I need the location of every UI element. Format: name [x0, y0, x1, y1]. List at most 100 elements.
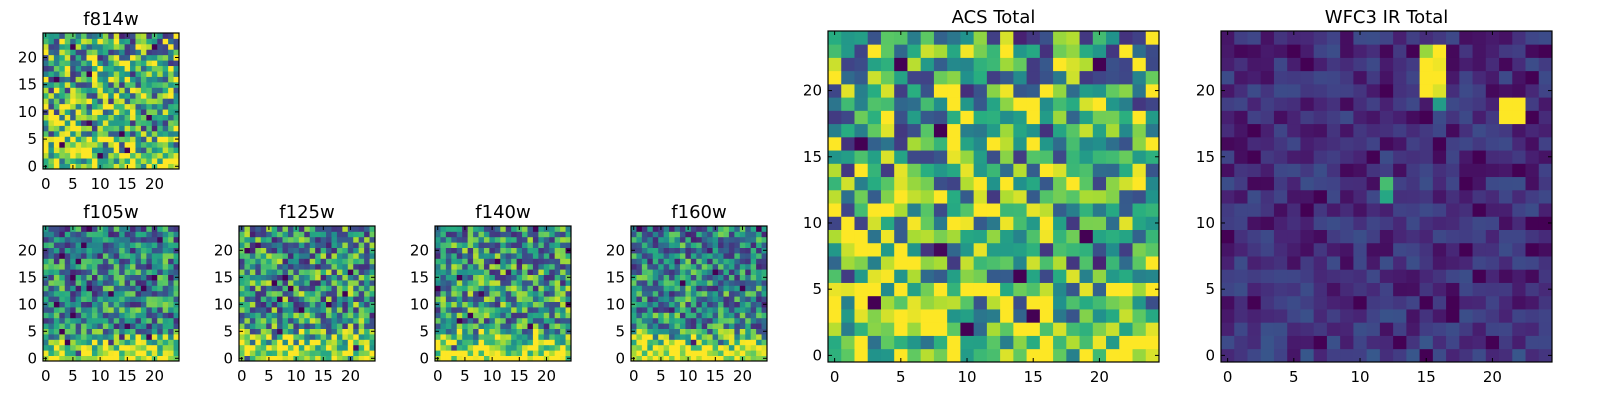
heatmap-cell — [986, 163, 1001, 178]
heatmap-cell — [86, 236, 93, 243]
heatmap-cell — [168, 263, 174, 270]
heatmap-cell — [1053, 203, 1067, 217]
heatmap-cell — [527, 296, 534, 302]
heatmap-cell — [894, 44, 908, 58]
heatmap-cell — [867, 31, 882, 45]
heatmap-cell — [249, 247, 256, 254]
heatmap-cell — [696, 344, 703, 351]
heatmap-cell — [1013, 282, 1027, 297]
heatmap-cell — [130, 163, 136, 170]
heatmap-cell — [560, 334, 566, 340]
heatmap-cell — [59, 87, 66, 94]
heatmap-cell — [543, 296, 550, 302]
heatmap-cell — [347, 350, 354, 356]
heatmap-cell — [81, 33, 87, 39]
heatmap-cell — [146, 285, 153, 292]
heatmap-cell — [108, 242, 115, 248]
heatmap-cell — [1340, 70, 1354, 85]
heatmap-cell — [124, 136, 131, 143]
heatmap-cell — [527, 328, 534, 335]
heatmap-cell — [260, 355, 267, 362]
heatmap-cell — [494, 236, 501, 243]
heatmap-cell — [48, 285, 55, 292]
heatmap-cell — [320, 269, 327, 275]
heatmap-cell — [560, 226, 566, 232]
heatmap-cell — [157, 269, 164, 275]
heatmap-cell — [652, 253, 659, 259]
heatmap-cell — [1247, 348, 1262, 363]
heatmap-cell — [320, 280, 327, 286]
heatmap-cell — [1313, 123, 1328, 138]
heatmap-cell — [353, 301, 360, 308]
heatmap-cell — [712, 323, 719, 329]
heatmap-cell — [59, 54, 66, 61]
heatmap-cell — [151, 339, 158, 346]
heatmap-cell — [48, 158, 55, 164]
heatmap-cell — [696, 296, 703, 302]
heatmap-cell — [53, 43, 60, 50]
heatmap-cell — [734, 312, 741, 319]
heatmap-cell — [140, 152, 147, 159]
heatmap-cell — [113, 236, 120, 243]
heatmap-cell — [255, 236, 262, 243]
heatmap-cell — [315, 301, 321, 308]
heatmap-cell — [1485, 189, 1500, 204]
heatmap-cell — [1260, 70, 1275, 85]
heatmap-cell — [1446, 269, 1460, 283]
heatmap-cell — [1313, 110, 1328, 125]
heatmap-cell — [641, 350, 648, 356]
heatmap-cell — [1053, 309, 1067, 323]
heatmap-cell — [43, 92, 49, 99]
heatmap-cell — [304, 307, 311, 313]
heatmap-cell — [239, 334, 245, 340]
heatmap-cell — [669, 226, 675, 232]
heatmap-cell — [91, 76, 98, 83]
heatmap-cell — [532, 301, 539, 308]
heatmap-cell — [674, 253, 681, 259]
heatmap-cell — [1366, 123, 1381, 138]
heatmap-cell — [140, 253, 147, 259]
heatmap-cell — [1446, 176, 1460, 191]
heatmap-cell — [53, 236, 60, 243]
heatmap-cell — [1039, 123, 1054, 138]
heatmap-cell — [669, 350, 675, 356]
heatmap-cell — [364, 339, 370, 346]
heatmap-cell — [1393, 123, 1407, 138]
heatmap-cell — [549, 280, 556, 286]
heatmap-cell — [947, 203, 961, 217]
heatmap-cell — [718, 312, 724, 319]
heatmap-cell — [249, 258, 256, 265]
heatmap-cell — [53, 242, 60, 248]
heatmap-cell — [880, 309, 895, 323]
heatmap-cell — [130, 120, 136, 126]
heatmap-cell — [97, 152, 104, 159]
heatmap-cell — [1026, 31, 1041, 45]
heatmap-cell — [658, 274, 665, 281]
heatmap-cell — [277, 236, 283, 243]
heatmap-cell — [652, 339, 659, 346]
heatmap-cell — [712, 231, 719, 238]
heatmap-cell — [516, 274, 523, 281]
heatmap-cell — [538, 350, 545, 356]
heatmap-cell — [1393, 31, 1407, 45]
heatmap-cell — [358, 226, 365, 232]
heatmap-cell — [920, 150, 935, 164]
heatmap-cell — [712, 301, 719, 308]
heatmap-cell — [315, 274, 321, 281]
heatmap-cell — [97, 60, 104, 67]
heatmap-cell — [1485, 163, 1500, 178]
heatmap-cell — [135, 130, 142, 137]
heatmap-cell — [1260, 97, 1275, 111]
heatmap-cell — [527, 258, 534, 265]
heatmap-cell — [1459, 70, 1473, 85]
heatmap-cell — [756, 301, 762, 308]
heatmap-cell — [91, 49, 98, 56]
heatmap-cell — [260, 269, 267, 275]
heatmap-cell — [986, 110, 1001, 125]
heatmap-cell — [1273, 335, 1288, 350]
heatmap-cell — [456, 258, 463, 265]
heatmap-cell — [64, 76, 71, 83]
heatmap-cell — [565, 258, 572, 265]
heatmap-cell — [1459, 163, 1473, 178]
heatmap-cell — [326, 323, 332, 329]
